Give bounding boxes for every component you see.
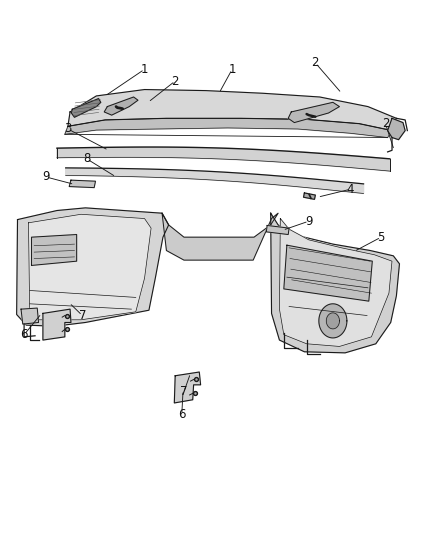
Polygon shape (326, 313, 339, 329)
Text: 8: 8 (83, 152, 90, 165)
Text: 4: 4 (346, 183, 354, 196)
Text: 1: 1 (228, 63, 236, 76)
Polygon shape (388, 118, 405, 140)
Text: 6: 6 (20, 328, 28, 341)
Polygon shape (271, 213, 399, 353)
Polygon shape (284, 245, 372, 301)
Polygon shape (71, 99, 101, 117)
Text: 7: 7 (180, 385, 188, 398)
Polygon shape (65, 118, 392, 138)
Text: 9: 9 (305, 215, 313, 228)
Polygon shape (66, 168, 364, 193)
Text: 6: 6 (178, 408, 186, 421)
Polygon shape (69, 180, 95, 188)
Polygon shape (174, 372, 201, 403)
Polygon shape (279, 219, 392, 346)
Polygon shape (68, 90, 396, 131)
Polygon shape (162, 213, 278, 260)
Polygon shape (57, 147, 390, 171)
Text: 9: 9 (42, 171, 50, 183)
Text: 2: 2 (381, 117, 389, 130)
Text: 2: 2 (311, 56, 319, 69)
Text: 2: 2 (171, 75, 179, 87)
Text: 3: 3 (64, 123, 71, 135)
Text: 7: 7 (78, 309, 86, 322)
Polygon shape (28, 214, 151, 320)
Polygon shape (319, 304, 347, 338)
Polygon shape (17, 208, 169, 326)
Polygon shape (104, 97, 138, 115)
Polygon shape (32, 235, 77, 265)
Text: 1: 1 (141, 63, 148, 76)
Text: 5: 5 (378, 231, 385, 244)
Polygon shape (43, 309, 71, 340)
Polygon shape (288, 102, 339, 123)
Polygon shape (21, 308, 39, 324)
Polygon shape (266, 225, 289, 235)
Polygon shape (304, 193, 315, 199)
